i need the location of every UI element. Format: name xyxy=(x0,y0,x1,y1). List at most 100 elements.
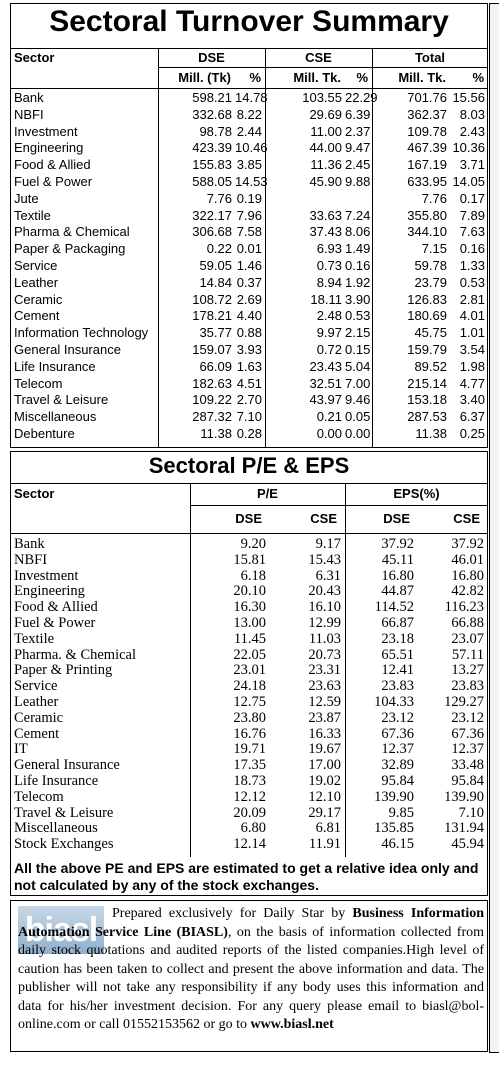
value: 588.05 xyxy=(192,174,232,189)
value: 0.15 xyxy=(345,342,371,357)
value: 633.95 xyxy=(407,174,447,189)
value: 306.68 xyxy=(192,224,232,240)
value: 7.76 xyxy=(421,190,447,206)
col-rule xyxy=(372,48,373,448)
value: 16.10 xyxy=(308,599,341,616)
value: 9.17 xyxy=(315,536,341,552)
value: 89.52 xyxy=(414,358,447,374)
value: 18.11 xyxy=(310,291,342,307)
value: 7.15 xyxy=(421,241,447,257)
value: 66.88 xyxy=(451,615,484,631)
sector: Textile xyxy=(14,207,51,223)
value: 4.77 xyxy=(459,375,485,391)
sector: Stock Exchanges xyxy=(14,836,114,853)
value: 13.00 xyxy=(233,615,266,631)
col-header: DSE xyxy=(198,50,225,65)
rule xyxy=(10,533,488,534)
side-column xyxy=(489,3,499,1053)
value: 8.22 xyxy=(236,106,262,122)
sector: Fuel & Power xyxy=(14,174,93,189)
value: 6.31 xyxy=(315,567,341,584)
value: 1.63 xyxy=(236,358,262,374)
value: 32.89 xyxy=(381,757,414,774)
value: 3.93 xyxy=(236,342,262,357)
footer-text-bold: www.biasl.net xyxy=(250,1017,334,1032)
value: 24.18 xyxy=(233,678,266,695)
sector: Life Insurance xyxy=(14,773,99,789)
value: 153.18 xyxy=(407,392,447,408)
turnover-title: Sectoral Turnover Summary xyxy=(49,5,449,38)
value: 12.37 xyxy=(451,741,484,758)
value: 12.37 xyxy=(381,741,414,758)
value: 20.43 xyxy=(308,583,341,600)
sector: Service xyxy=(14,678,58,695)
value: 129.27 xyxy=(444,694,484,710)
value: 29.17 xyxy=(308,804,341,821)
rule xyxy=(10,48,488,49)
value: 0.37 xyxy=(236,274,262,290)
value: 33.63 xyxy=(309,207,342,223)
value: 17.00 xyxy=(308,757,341,774)
value: 0.00 xyxy=(345,426,371,441)
value: 11.00 xyxy=(310,123,342,139)
value: 4.40 xyxy=(236,308,262,324)
rule xyxy=(158,67,488,68)
footer-box xyxy=(10,900,488,1052)
value: 114.52 xyxy=(374,599,414,616)
value: 2.43 xyxy=(459,123,485,139)
col-header: CSE xyxy=(305,50,332,65)
value: 6.39 xyxy=(345,106,371,122)
sector: Life Insurance xyxy=(14,358,96,374)
value: 7.58 xyxy=(236,224,262,240)
value: 467.39 xyxy=(407,140,447,156)
sector: Engineering xyxy=(14,583,85,600)
value: 701.76 xyxy=(407,90,447,105)
value: 12.59 xyxy=(308,694,341,710)
footer-text-part: Prepared exclusively for Daily Star by xyxy=(112,906,353,921)
value: 362.37 xyxy=(407,106,447,122)
value: 2.37 xyxy=(345,123,371,139)
sector: Food & Allied xyxy=(14,157,91,173)
value: 0.25 xyxy=(459,426,485,441)
sector: Textile xyxy=(14,630,55,647)
sector: Debenture xyxy=(14,426,75,441)
value: 3.90 xyxy=(345,291,371,307)
value: 2.70 xyxy=(236,392,262,408)
value: 7.89 xyxy=(459,207,485,223)
value: 23.12 xyxy=(451,709,484,726)
pe-title: Sectoral P/E & EPS xyxy=(148,453,350,478)
value: 0.53 xyxy=(345,308,371,324)
value: 1.98 xyxy=(459,358,485,374)
value: 37.92 xyxy=(451,536,484,552)
value: 32.51 xyxy=(309,375,342,391)
value: 16.80 xyxy=(381,567,414,584)
value: 7.76 xyxy=(206,190,232,206)
value: 0.01 xyxy=(236,241,262,257)
value: 11.45 xyxy=(233,630,266,647)
value: 2.45 xyxy=(345,157,371,173)
sector: Paper & Packaging xyxy=(14,241,126,257)
value: 12.41 xyxy=(381,662,414,679)
value: 135.85 xyxy=(374,820,414,837)
value: 1.01 xyxy=(459,325,485,341)
sector: Fuel & Power xyxy=(14,615,96,631)
sector: NBFI xyxy=(14,106,44,122)
rule xyxy=(190,505,488,506)
value: 23.07 xyxy=(451,630,484,647)
value: 287.53 xyxy=(407,409,447,425)
sector: General Insurance xyxy=(14,342,121,357)
value: 12.10 xyxy=(308,788,341,805)
sub-header: % xyxy=(356,70,368,85)
value: 0.73 xyxy=(316,258,342,273)
sub-header: Mill. (Tk) xyxy=(178,70,231,85)
value: 116.23 xyxy=(444,599,484,616)
value: 44.87 xyxy=(381,583,414,600)
value: 126.83 xyxy=(407,291,447,307)
value: 139.90 xyxy=(374,788,414,805)
sector: Travel & Leisure xyxy=(14,392,109,408)
value: 14.05 xyxy=(452,174,485,189)
value: 20.73 xyxy=(308,646,341,663)
sub-header: CSE xyxy=(453,511,480,526)
value: 355.80 xyxy=(407,207,447,223)
sector: Bank xyxy=(14,90,44,105)
